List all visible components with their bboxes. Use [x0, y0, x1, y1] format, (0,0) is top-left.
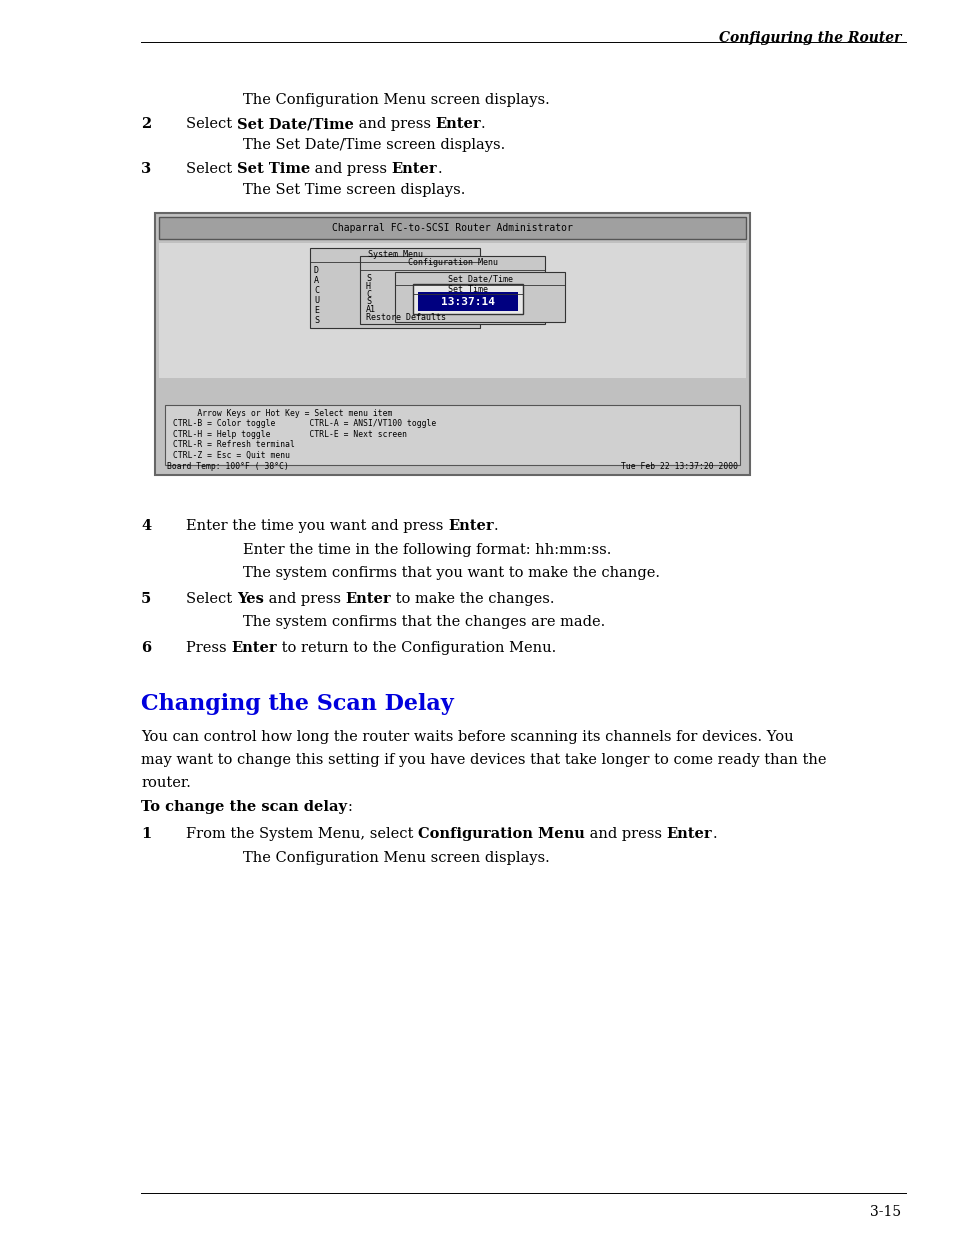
- Text: C: C: [314, 287, 318, 295]
- Text: Set Date/Time: Set Date/Time: [447, 274, 512, 283]
- Text: 1: 1: [141, 827, 152, 841]
- Text: The Set Date/Time screen displays.: The Set Date/Time screen displays.: [243, 138, 505, 152]
- Bar: [159, 243, 745, 378]
- Text: Press: Press: [186, 641, 231, 655]
- Text: Board Temp: 100°F ( 38°C): Board Temp: 100°F ( 38°C): [167, 462, 289, 471]
- Text: Enter: Enter: [392, 162, 436, 177]
- Text: Tue Feb 22 13:37:20 2000: Tue Feb 22 13:37:20 2000: [620, 462, 738, 471]
- Text: 13:37:14: 13:37:14: [440, 296, 495, 306]
- Bar: [154, 212, 749, 475]
- Text: C: C: [366, 289, 371, 299]
- Text: Enter the time you want and press: Enter the time you want and press: [186, 519, 448, 534]
- Text: and press: and press: [354, 117, 435, 131]
- Bar: [165, 405, 740, 466]
- Text: S: S: [366, 274, 371, 283]
- Text: Select: Select: [186, 592, 236, 606]
- Text: CTRL-B = Color toggle       CTRL-A = ANSI/VT100 toggle: CTRL-B = Color toggle CTRL-A = ANSI/VT10…: [172, 420, 436, 429]
- Text: The Configuration Menu screen displays.: The Configuration Menu screen displays.: [243, 851, 550, 864]
- Text: Configuring the Router: Configuring the Router: [719, 31, 901, 44]
- Text: Configuration Menu: Configuration Menu: [417, 827, 584, 841]
- Text: S: S: [366, 298, 371, 306]
- Text: .: .: [493, 519, 497, 534]
- Text: The Configuration Menu screen displays.: The Configuration Menu screen displays.: [243, 93, 550, 107]
- Text: S: S: [314, 316, 318, 325]
- Text: Chaparral FC-to-SCSI Router Administrator: Chaparral FC-to-SCSI Router Administrato…: [332, 224, 573, 233]
- Text: and press: and press: [310, 162, 392, 177]
- Text: to make the changes.: to make the changes.: [391, 592, 554, 606]
- Text: CTRL-H = Help toggle        CTRL-E = Next screen: CTRL-H = Help toggle CTRL-E = Next scree…: [172, 430, 407, 438]
- Text: Enter: Enter: [666, 827, 711, 841]
- Text: .: .: [480, 117, 485, 131]
- Text: may want to change this setting if you have devices that take longer to come rea: may want to change this setting if you h…: [141, 753, 826, 767]
- Text: A: A: [314, 275, 318, 285]
- Text: CTRL-R = Refresh terminal: CTRL-R = Refresh terminal: [172, 441, 294, 450]
- Bar: [395, 272, 564, 322]
- Text: The system confirms that you want to make the change.: The system confirms that you want to mak…: [243, 566, 659, 580]
- Text: Set Date/Time: Set Date/Time: [236, 117, 354, 131]
- Text: To change the scan delay: To change the scan delay: [141, 800, 347, 814]
- Text: CTRL-Z = Esc = Quit menu: CTRL-Z = Esc = Quit menu: [172, 451, 290, 459]
- Text: Changing the Scan Delay: Changing the Scan Delay: [141, 693, 454, 715]
- Text: Select: Select: [186, 117, 236, 131]
- Text: Enter: Enter: [231, 641, 276, 655]
- Text: Restore Defaults: Restore Defaults: [366, 312, 446, 322]
- Text: 2: 2: [141, 117, 152, 131]
- Text: You can control how long the router waits before scanning its channels for devic: You can control how long the router wait…: [141, 730, 793, 743]
- Text: System Menu: System Menu: [367, 249, 422, 259]
- Bar: [359, 256, 544, 324]
- Text: .: .: [711, 827, 716, 841]
- Text: U: U: [314, 296, 318, 305]
- Text: :: :: [347, 800, 352, 814]
- Text: E: E: [314, 306, 318, 315]
- Bar: [159, 350, 745, 378]
- Text: router.: router.: [141, 776, 191, 790]
- Text: .: .: [436, 162, 441, 177]
- Text: and press: and press: [584, 827, 666, 841]
- Text: Enter: Enter: [345, 592, 391, 606]
- Text: Set Time: Set Time: [448, 285, 488, 294]
- Bar: [159, 217, 745, 240]
- Text: Enter: Enter: [448, 519, 493, 534]
- Bar: [413, 284, 522, 314]
- Text: D: D: [314, 266, 318, 275]
- Text: 5: 5: [141, 592, 152, 606]
- Text: Enter the time in the following format: hh:mm:ss.: Enter the time in the following format: …: [243, 543, 611, 557]
- Text: A1: A1: [366, 305, 375, 314]
- Text: to return to the Configuration Menu.: to return to the Configuration Menu.: [276, 641, 556, 655]
- Text: H: H: [366, 282, 371, 290]
- Text: Yes: Yes: [236, 592, 263, 606]
- Text: Enter: Enter: [435, 117, 480, 131]
- Text: From the System Menu, select: From the System Menu, select: [186, 827, 417, 841]
- Bar: [417, 291, 517, 311]
- Text: Arrow Keys or Hot Key = Select menu item: Arrow Keys or Hot Key = Select menu item: [172, 409, 392, 417]
- Text: Set Time: Set Time: [236, 162, 310, 177]
- Text: Select: Select: [186, 162, 236, 177]
- Bar: [310, 248, 479, 329]
- Text: The system confirms that the changes are made.: The system confirms that the changes are…: [243, 615, 605, 629]
- Text: and press: and press: [263, 592, 345, 606]
- Text: 3: 3: [141, 162, 152, 177]
- Text: 3-15: 3-15: [869, 1205, 901, 1219]
- Text: Configuration Menu: Configuration Menu: [407, 258, 497, 267]
- Text: 4: 4: [141, 519, 152, 534]
- Text: 6: 6: [141, 641, 152, 655]
- Text: The Set Time screen displays.: The Set Time screen displays.: [243, 183, 465, 198]
